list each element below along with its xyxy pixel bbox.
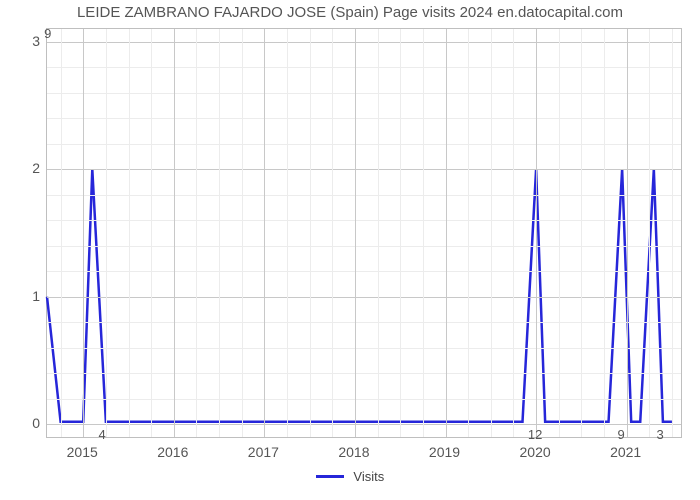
x-tick-label: 2015 bbox=[67, 444, 98, 460]
grid-line-minor bbox=[672, 29, 673, 437]
grid-line-minor bbox=[491, 29, 492, 437]
grid-line-minor bbox=[47, 399, 681, 400]
grid-line-minor bbox=[47, 271, 681, 272]
line-series bbox=[47, 29, 681, 437]
x-tick-label: 2018 bbox=[338, 444, 369, 460]
grid-line bbox=[536, 29, 537, 437]
value-label: 9 bbox=[618, 427, 625, 442]
x-tick-label: 2017 bbox=[248, 444, 279, 460]
grid-line-minor bbox=[400, 29, 401, 437]
grid-line-minor bbox=[468, 29, 469, 437]
grid-line bbox=[47, 42, 681, 43]
x-tick-label: 2019 bbox=[429, 444, 460, 460]
grid-line-minor bbox=[242, 29, 243, 437]
legend-swatch bbox=[316, 475, 344, 478]
x-tick-label: 2020 bbox=[520, 444, 551, 460]
x-tick-label: 2016 bbox=[157, 444, 188, 460]
grid-line-minor bbox=[423, 29, 424, 437]
grid-line-minor bbox=[47, 373, 681, 374]
grid-line-minor bbox=[649, 29, 650, 437]
grid-line-minor bbox=[513, 29, 514, 437]
grid-line-minor bbox=[378, 29, 379, 437]
value-label: 3 bbox=[656, 427, 663, 442]
value-label: 12 bbox=[528, 427, 542, 442]
grid-line-minor bbox=[310, 29, 311, 437]
grid-line bbox=[83, 29, 84, 437]
grid-line-minor bbox=[129, 29, 130, 437]
y-tick-label: 1 bbox=[20, 288, 40, 304]
legend: Visits bbox=[0, 468, 700, 484]
grid-line bbox=[47, 424, 681, 425]
grid-line bbox=[627, 29, 628, 437]
grid-line-minor bbox=[47, 195, 681, 196]
grid-line-minor bbox=[47, 67, 681, 68]
grid-line-minor bbox=[151, 29, 152, 437]
value-label: 4 bbox=[99, 427, 106, 442]
y-tick-label: 3 bbox=[20, 33, 40, 49]
y-tick-label: 0 bbox=[20, 415, 40, 431]
y-tick-label: 2 bbox=[20, 160, 40, 176]
grid-line-minor bbox=[559, 29, 560, 437]
grid-line-minor bbox=[106, 29, 107, 437]
grid-line bbox=[47, 169, 681, 170]
value-label: 9 bbox=[44, 26, 51, 41]
grid-line-minor bbox=[196, 29, 197, 437]
grid-line-minor bbox=[47, 220, 681, 221]
legend-label: Visits bbox=[353, 469, 384, 484]
chart-title: LEIDE ZAMBRANO FAJARDO JOSE (Spain) Page… bbox=[0, 4, 700, 21]
grid-line-minor bbox=[287, 29, 288, 437]
grid-line-minor bbox=[47, 322, 681, 323]
grid-line-minor bbox=[581, 29, 582, 437]
grid-line-minor bbox=[332, 29, 333, 437]
plot-area bbox=[46, 28, 682, 438]
grid-line-minor bbox=[219, 29, 220, 437]
grid-line bbox=[264, 29, 265, 437]
grid-line-minor bbox=[604, 29, 605, 437]
grid-line-minor bbox=[47, 93, 681, 94]
grid-line bbox=[446, 29, 447, 437]
grid-line-minor bbox=[61, 29, 62, 437]
grid-line bbox=[47, 297, 681, 298]
grid-line-minor bbox=[47, 348, 681, 349]
grid-line-minor bbox=[47, 118, 681, 119]
grid-line bbox=[174, 29, 175, 437]
grid-line bbox=[355, 29, 356, 437]
grid-line-minor bbox=[47, 144, 681, 145]
x-tick-label: 2021 bbox=[610, 444, 641, 460]
grid-line-minor bbox=[47, 246, 681, 247]
